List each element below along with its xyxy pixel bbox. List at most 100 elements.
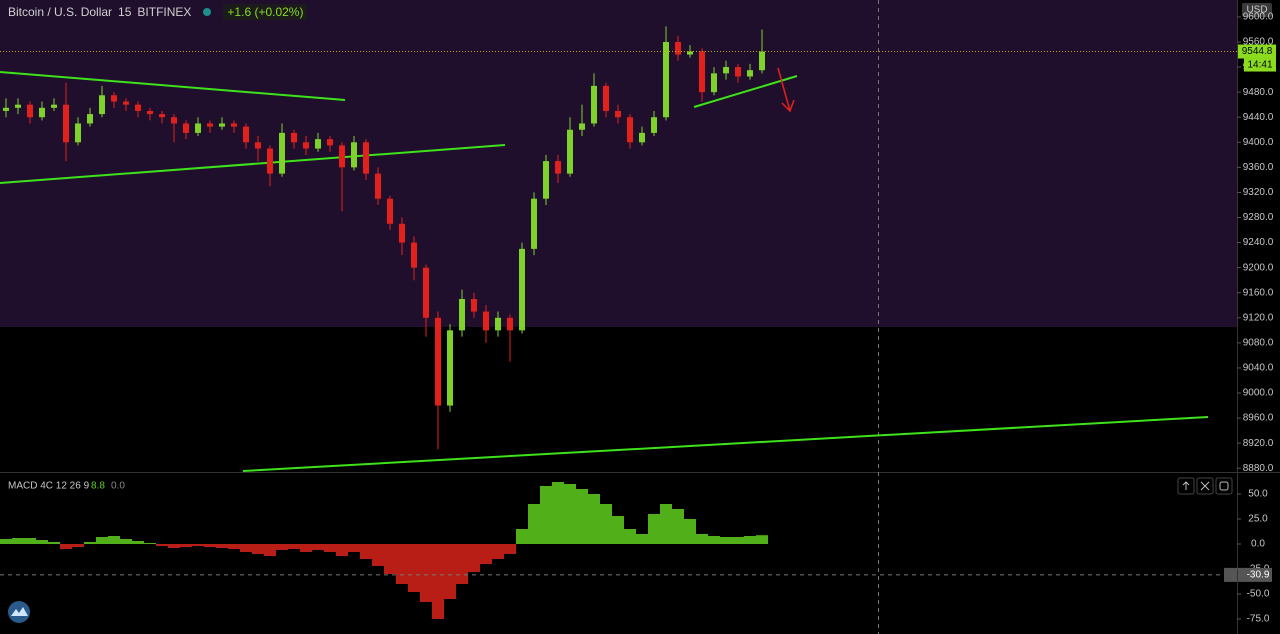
pane-buttons: [1177, 477, 1233, 495]
candle-body: [27, 104, 33, 118]
histogram-bar: [432, 544, 444, 619]
button[interactable]: [1215, 477, 1233, 495]
histogram-bar: [468, 544, 480, 572]
histogram-bar: [504, 544, 516, 554]
candle-body: [459, 298, 465, 331]
histogram-bar: [24, 538, 36, 544]
candle-body: [723, 67, 729, 74]
y-tick-label: 9240.0: [1243, 237, 1274, 248]
y-tick-label: 9000.0: [1243, 388, 1274, 399]
y-tick-label: 8880.0: [1243, 463, 1274, 474]
trendline: [693, 75, 798, 108]
y-tick-label: 9320.0: [1243, 187, 1274, 198]
y-tick-label: 9200.0: [1243, 262, 1274, 273]
histogram-bar: [444, 544, 456, 599]
histogram-bar: [576, 489, 588, 544]
arrow: [777, 67, 795, 113]
logo[interactable]: [8, 601, 30, 623]
histogram-bar: [600, 504, 612, 544]
y-tick-label: 9560.0: [1243, 37, 1274, 48]
histogram-bar: [96, 537, 108, 544]
candle-body: [207, 123, 213, 127]
candle-body: [615, 110, 621, 118]
y-tick-label: 9360.0: [1243, 162, 1274, 173]
histogram-bar: [132, 541, 144, 544]
y-tick-label: 9080.0: [1243, 338, 1274, 349]
histogram-bar: [240, 544, 252, 552]
candle-body: [687, 51, 693, 55]
candle-body: [495, 317, 501, 331]
histogram-bar: [648, 514, 660, 544]
candle-body: [735, 67, 741, 77]
histogram-bar: [144, 543, 156, 544]
crosshair-plus: [1224, 567, 1237, 582]
status-dot: [203, 8, 212, 16]
candle-body: [135, 104, 141, 111]
candle-body: [663, 41, 669, 118]
last-price-box: [1238, 44, 1276, 59]
histogram-bar: [408, 544, 420, 592]
y-tick-label: 9600.0: [1243, 12, 1274, 23]
histogram-bar: [48, 542, 60, 544]
countdown: 14:41: [1247, 60, 1272, 71]
y-tick-label: 9440.0: [1243, 112, 1274, 123]
histogram-bar: [672, 509, 684, 544]
change: +1.6 (+0.02%): [223, 4, 308, 20]
histogram-bar: [456, 544, 468, 584]
candle-body: [291, 132, 297, 143]
candle-body: [483, 311, 489, 331]
candle-body: [195, 123, 201, 133]
histogram-bar: [252, 544, 264, 554]
logo-mark: [11, 607, 28, 616]
histogram-bar: [204, 544, 216, 547]
button[interactable]: [1196, 477, 1214, 495]
candle-body: [327, 139, 333, 146]
candles: [3, 26, 765, 450]
histogram-bar: [360, 544, 372, 559]
histogram-bar: [384, 544, 396, 574]
price-zone: [0, 0, 1237, 327]
histogram-bar: [276, 544, 288, 550]
candle-body: [507, 317, 513, 331]
histogram-bar: [696, 534, 708, 544]
symbol: Bitcoin / U.S. Dollar: [8, 5, 113, 19]
button[interactable]: [1177, 477, 1195, 495]
histogram: [0, 482, 768, 619]
candle-body: [435, 317, 441, 406]
histogram-bar: [348, 544, 360, 552]
macd-title: MACD 4C 12 26 9: [8, 481, 90, 492]
candle-body: [303, 142, 309, 149]
currency-box: [1242, 3, 1272, 17]
y-tick-label: 9120.0: [1243, 312, 1274, 323]
histogram-bar: [732, 537, 744, 544]
histogram-bar: [720, 537, 732, 544]
macd-value: 8.8: [91, 481, 105, 492]
header: Bitcoin / U.S. Dollar 15 BITFINEX +1.6 (…: [8, 4, 308, 20]
candle-body: [351, 142, 357, 168]
candle-body: [639, 132, 645, 143]
candle-body: [711, 73, 717, 93]
candle-body: [243, 126, 249, 143]
candle-body: [87, 114, 93, 124]
histogram-bar: [756, 535, 768, 544]
trendline: [0, 71, 346, 101]
candle-body: [363, 142, 369, 174]
histogram-bar: [0, 539, 12, 544]
y-tick-label: 9280.0: [1243, 212, 1274, 223]
trendline: [0, 144, 506, 184]
trendline: [242, 416, 1209, 472]
histogram-bar: [60, 544, 72, 549]
candle-body: [75, 123, 81, 143]
crosshair-box: [1238, 567, 1272, 582]
candle-body: [387, 198, 393, 224]
histogram-bar: [36, 540, 48, 544]
candle-body: [567, 129, 573, 174]
crosshair-value: -30.9: [1247, 570, 1270, 581]
histogram-bar: [420, 544, 432, 602]
histogram-bar: [312, 544, 324, 550]
histogram-bar: [216, 544, 228, 548]
histogram-bar: [564, 484, 576, 544]
candle-body: [603, 85, 609, 111]
histogram-bar: [168, 544, 180, 548]
